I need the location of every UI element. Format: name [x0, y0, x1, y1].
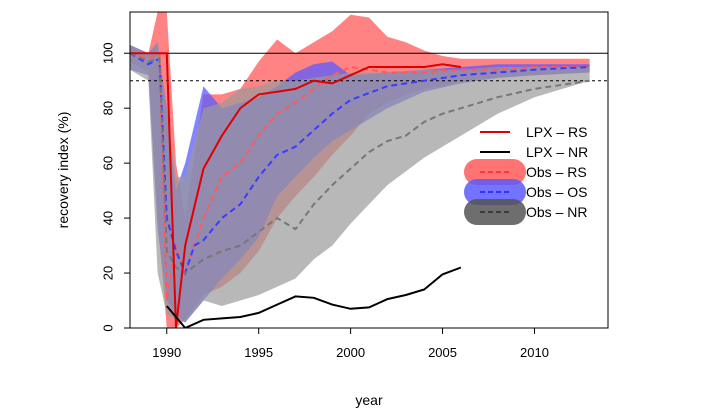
legend-label: Obs – NR	[526, 204, 587, 220]
x-tick-label: 2000	[336, 345, 365, 360]
legend-swatch-band	[464, 179, 526, 205]
y-tick-label: 100	[101, 42, 116, 64]
reference-lines	[130, 52, 608, 82]
series-line-lpx-rs	[130, 52, 462, 328]
x-axis-title: year	[355, 392, 383, 408]
legend-label: Obs – RS	[526, 164, 587, 180]
legend: LPX – RS LPX – NR Obs – RS Obs – OS Obs – NR	[464, 124, 588, 225]
x-axis: 1990 1995 2000 2005 2010	[152, 328, 549, 360]
band-obs-nr	[130, 42, 590, 323]
y-axis: 0 20 40 60 80 100	[101, 42, 130, 332]
y-tick-label: 0	[101, 324, 116, 331]
legend-label: LPX – RS	[526, 124, 587, 140]
series-line-lpx-nr	[166, 266, 462, 328]
bands-layer	[130, 12, 590, 328]
legend-swatch-band	[464, 199, 526, 225]
series-lines	[130, 51, 590, 328]
series-line-obs-rs	[130, 51, 590, 301]
y-tick-label: 40	[101, 211, 116, 225]
y-tick-label: 80	[101, 101, 116, 115]
y-tick-label: 20	[101, 266, 116, 280]
x-tick-label: 2005	[428, 345, 457, 360]
x-tick-label: 1995	[244, 345, 273, 360]
plot-frame	[129, 11, 609, 329]
legend-label: LPX – NR	[526, 144, 588, 160]
series-line-obs-os	[130, 52, 590, 276]
x-tick-label: 2010	[520, 345, 549, 360]
y-axis-title: recovery index (%)	[55, 112, 71, 229]
legend-label: Obs – OS	[526, 184, 587, 200]
legend-swatch-band	[464, 159, 526, 185]
y-tick-label: 60	[101, 156, 116, 170]
x-tick-label: 1990	[152, 345, 181, 360]
